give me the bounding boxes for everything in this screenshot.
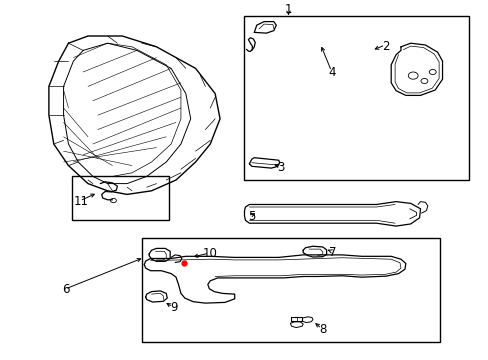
Text: 1: 1 [284,3,292,15]
Text: 11: 11 [73,195,88,208]
Text: 5: 5 [247,210,255,222]
Bar [142,238,439,342]
Text: 9: 9 [169,301,177,314]
Text: 10: 10 [203,247,217,260]
Text: 3: 3 [277,161,285,174]
Text: 7: 7 [328,246,336,258]
Text: 2: 2 [382,40,389,53]
Bar [244,16,468,180]
Text: 8: 8 [318,323,326,336]
Text: 4: 4 [328,66,336,78]
Text: 6: 6 [62,283,70,296]
Bar [72,176,168,220]
